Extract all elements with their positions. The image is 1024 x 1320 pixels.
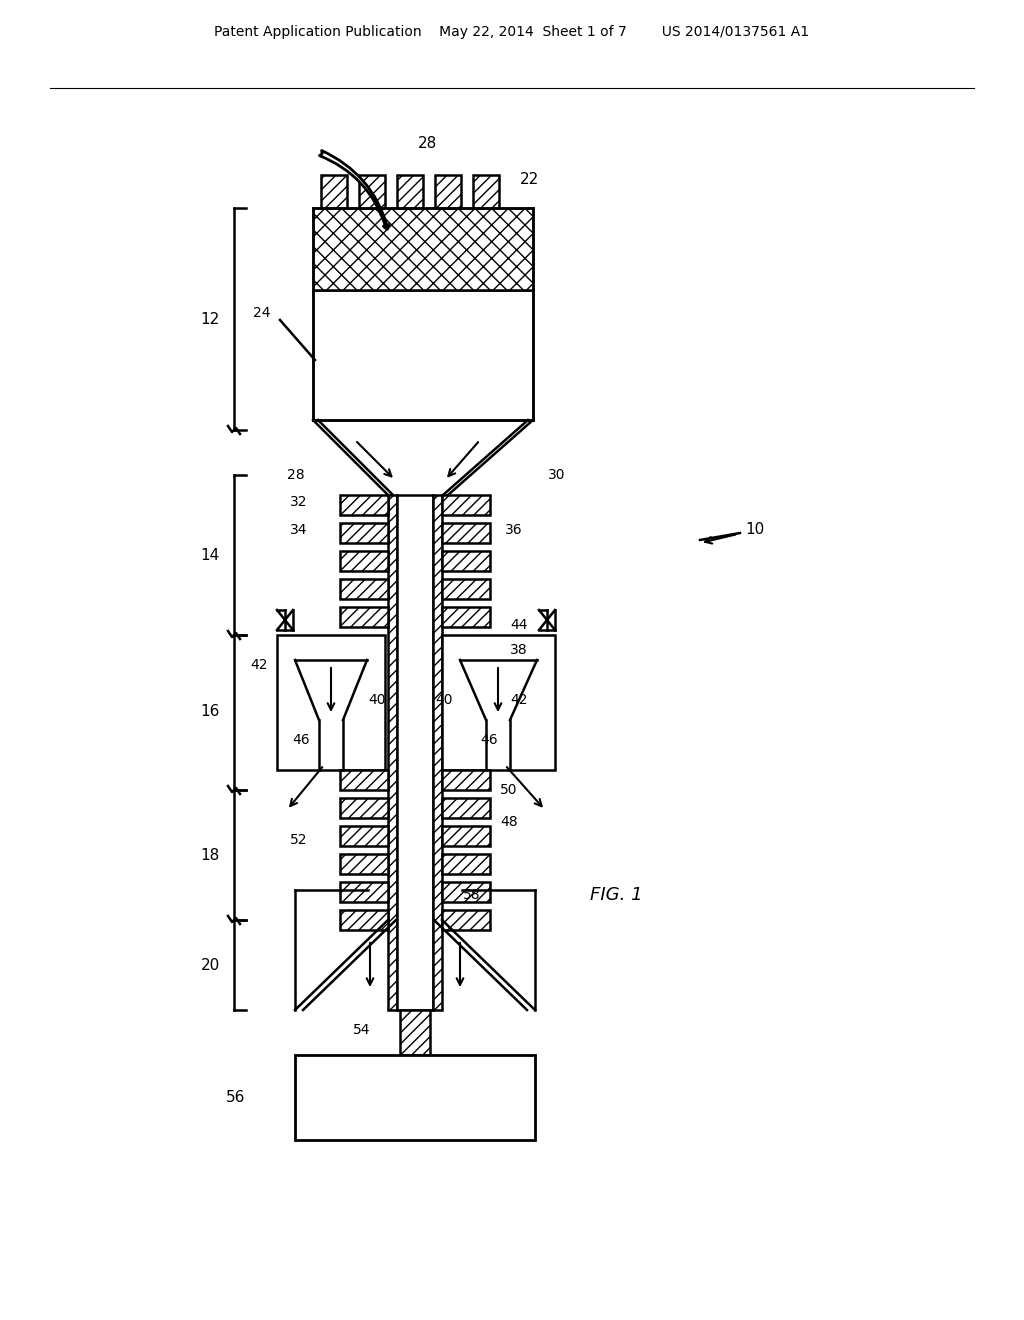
- Text: 52: 52: [290, 833, 307, 847]
- Text: 42: 42: [251, 657, 268, 672]
- Bar: [359, 176, 385, 209]
- Bar: [340, 770, 388, 789]
- Bar: [278, 635, 385, 770]
- Bar: [442, 770, 490, 789]
- Bar: [313, 290, 534, 420]
- Text: 18: 18: [201, 847, 220, 862]
- Bar: [340, 799, 388, 818]
- Text: Patent Application Publication    May 22, 2014  Sheet 1 of 7        US 2014/0137: Patent Application Publication May 22, 2…: [214, 25, 810, 40]
- Text: 22: 22: [520, 173, 540, 187]
- Bar: [400, 1010, 430, 1055]
- Text: 36: 36: [505, 523, 522, 537]
- Text: FIG. 1: FIG. 1: [590, 886, 643, 904]
- Bar: [442, 579, 490, 599]
- Text: 40: 40: [368, 693, 385, 708]
- Bar: [442, 826, 490, 846]
- Bar: [340, 607, 388, 627]
- Bar: [442, 799, 490, 818]
- Text: 42: 42: [510, 693, 527, 708]
- Text: 46: 46: [293, 733, 310, 747]
- Bar: [442, 909, 490, 931]
- Bar: [435, 176, 461, 209]
- Text: 20: 20: [201, 957, 220, 973]
- Bar: [340, 909, 388, 931]
- Text: 34: 34: [290, 523, 307, 537]
- Bar: [340, 826, 388, 846]
- Text: 44: 44: [510, 618, 527, 632]
- Text: 30: 30: [548, 469, 565, 482]
- Bar: [340, 882, 388, 902]
- Text: 58: 58: [463, 888, 480, 902]
- Bar: [433, 495, 442, 1010]
- Bar: [442, 607, 490, 627]
- Text: 56: 56: [225, 1089, 245, 1105]
- Text: 10: 10: [745, 523, 764, 537]
- Bar: [442, 854, 490, 874]
- Text: 28: 28: [418, 136, 437, 150]
- Bar: [442, 635, 555, 770]
- Bar: [295, 1055, 535, 1140]
- Bar: [340, 550, 388, 572]
- Bar: [397, 176, 423, 209]
- Text: 28: 28: [288, 469, 305, 482]
- Bar: [321, 176, 347, 209]
- Bar: [340, 495, 388, 515]
- Bar: [340, 579, 388, 599]
- Bar: [442, 550, 490, 572]
- Bar: [442, 523, 490, 543]
- Text: 14: 14: [201, 548, 220, 562]
- Bar: [340, 523, 388, 543]
- Text: 32: 32: [290, 495, 307, 510]
- Text: 38: 38: [510, 643, 527, 657]
- Bar: [442, 495, 490, 515]
- Text: 46: 46: [480, 733, 498, 747]
- Text: 40: 40: [435, 693, 453, 708]
- Text: 24: 24: [253, 306, 270, 319]
- Text: 16: 16: [201, 705, 220, 719]
- Text: 12: 12: [201, 312, 220, 326]
- Bar: [388, 495, 397, 1010]
- Bar: [397, 495, 433, 1010]
- Text: 54: 54: [352, 1023, 370, 1038]
- Bar: [473, 176, 499, 209]
- Text: 50: 50: [500, 783, 517, 797]
- Bar: [313, 209, 534, 290]
- Bar: [442, 882, 490, 902]
- Text: 48: 48: [500, 814, 517, 829]
- Bar: [340, 854, 388, 874]
